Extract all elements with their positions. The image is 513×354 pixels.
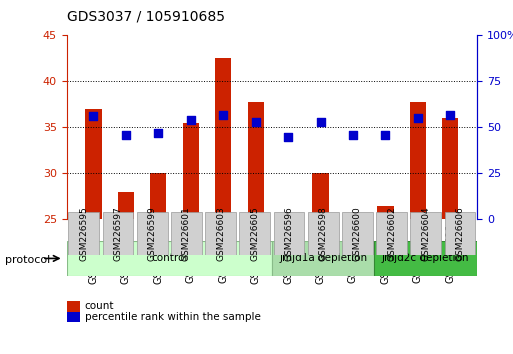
Text: GSM226595: GSM226595 [80,206,88,261]
Text: GSM226601: GSM226601 [182,206,191,261]
Text: GSM226603: GSM226603 [216,206,225,261]
Text: percentile rank within the sample: percentile rank within the sample [85,312,261,322]
Text: GSM226606: GSM226606 [456,206,464,261]
Text: GSM226602: GSM226602 [387,206,396,261]
FancyBboxPatch shape [376,212,407,255]
Point [154,130,163,136]
Bar [118,192,134,219]
Text: GSM226605: GSM226605 [250,206,259,261]
FancyBboxPatch shape [308,212,339,255]
Text: GSM226604: GSM226604 [421,206,430,261]
Point [284,134,292,139]
Bar [345,215,361,219]
FancyBboxPatch shape [67,241,272,276]
Bar [85,109,102,219]
Text: GSM226597: GSM226597 [113,206,123,261]
Bar [442,118,459,219]
Text: GSM226600: GSM226600 [353,206,362,261]
Point [349,132,357,138]
Text: GSM226599: GSM226599 [148,206,156,261]
Bar [248,102,264,219]
FancyBboxPatch shape [137,212,168,255]
Point [251,119,260,125]
FancyBboxPatch shape [374,241,477,276]
Bar [215,58,231,219]
FancyBboxPatch shape [273,212,304,255]
Text: protocol: protocol [5,255,50,265]
Bar [280,218,296,219]
Point [122,132,130,138]
FancyBboxPatch shape [171,212,202,255]
Bar [312,173,329,219]
FancyBboxPatch shape [342,212,373,255]
FancyBboxPatch shape [410,212,441,255]
FancyBboxPatch shape [240,212,270,255]
Bar [410,102,426,219]
FancyBboxPatch shape [68,212,99,255]
FancyBboxPatch shape [272,241,374,276]
Text: Jmjd1a depletion: Jmjd1a depletion [279,253,367,263]
Point [317,119,325,125]
Point [89,114,97,119]
Text: GDS3037 / 105910685: GDS3037 / 105910685 [67,9,225,23]
Bar [378,206,393,219]
Point [414,115,422,121]
Bar [183,123,199,219]
Bar [150,173,166,219]
Point [219,112,227,118]
Text: GSM226596: GSM226596 [285,206,293,261]
FancyBboxPatch shape [205,212,236,255]
FancyBboxPatch shape [445,212,476,255]
Point [381,132,389,138]
FancyBboxPatch shape [103,212,133,255]
Text: Jmjd2c depletion: Jmjd2c depletion [382,253,469,263]
Text: count: count [85,301,114,311]
Text: control: control [151,253,187,263]
Point [187,117,195,123]
Text: GSM226598: GSM226598 [319,206,328,261]
Point [446,112,455,118]
